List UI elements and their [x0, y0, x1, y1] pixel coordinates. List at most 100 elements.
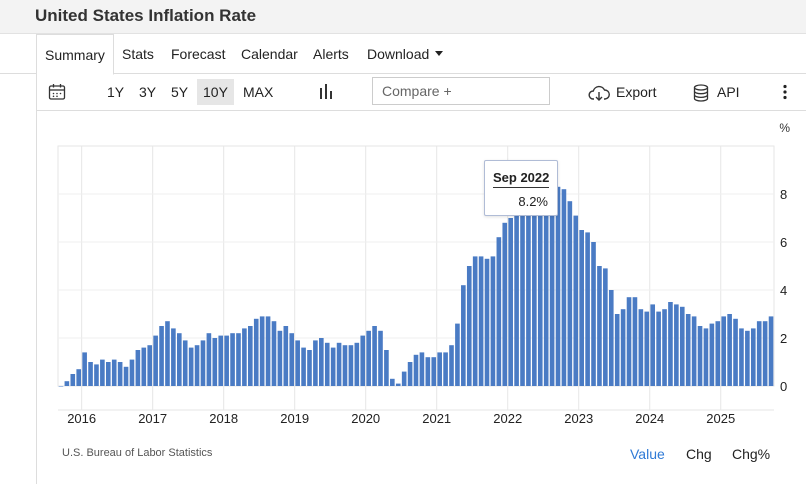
- bar: [76, 369, 82, 386]
- range-10y-button[interactable]: 10Y: [197, 79, 234, 105]
- bar: [212, 338, 218, 386]
- bar: [721, 316, 727, 386]
- bar: [259, 316, 265, 386]
- bar: [70, 374, 76, 386]
- y-tick-label: 0: [780, 379, 787, 394]
- tab-calendar[interactable]: Calendar: [241, 46, 298, 62]
- bar: [159, 326, 164, 386]
- tab-download[interactable]: Download: [367, 34, 444, 74]
- bar: [762, 321, 768, 386]
- bar: [727, 314, 732, 386]
- bar: [626, 297, 632, 386]
- tab-bar: Summary Stats Forecast Calendar Alerts D…: [0, 34, 806, 75]
- bar: [449, 345, 454, 386]
- bar: [579, 230, 584, 386]
- chart-toolbar: 1Y 3Y 5Y 10Y MAX Export API: [36, 73, 806, 111]
- bar: [171, 328, 176, 386]
- tooltip-value: 8.2%: [518, 194, 548, 209]
- bar: [330, 347, 336, 386]
- x-tick-label: 2021: [422, 411, 451, 426]
- tab-summary[interactable]: Summary: [36, 34, 114, 75]
- bar: [360, 335, 366, 386]
- export-button[interactable]: Export: [582, 79, 662, 105]
- bar: [733, 318, 738, 386]
- tab-download-label: Download: [367, 46, 430, 62]
- bar: [472, 256, 478, 386]
- bar: [502, 222, 508, 386]
- bar: [194, 345, 200, 386]
- bar: [401, 371, 407, 386]
- range-3y-button[interactable]: 3Y: [139, 84, 157, 100]
- bar: [543, 167, 549, 386]
- bar: [573, 215, 579, 386]
- bar: [650, 304, 656, 386]
- export-label: Export: [616, 84, 657, 100]
- bar: [419, 352, 425, 386]
- page-title: United States Inflation Rate: [35, 6, 257, 25]
- bar: [431, 357, 437, 386]
- bar: [384, 350, 389, 386]
- mode-value-button[interactable]: Value: [630, 446, 665, 462]
- bar: [750, 328, 756, 386]
- bar: [372, 326, 377, 386]
- bar: [117, 362, 123, 386]
- api-button[interactable]: API: [687, 79, 746, 105]
- bar: [253, 318, 259, 386]
- bar: [111, 359, 117, 386]
- tab-forecast[interactable]: Forecast: [171, 46, 226, 62]
- mode-chg-button[interactable]: Chg: [686, 446, 712, 462]
- y-tick-label: 6: [780, 235, 787, 250]
- database-icon: [693, 84, 709, 102]
- bar: [520, 196, 525, 386]
- kebab-menu-icon[interactable]: [782, 84, 788, 100]
- range-1y-button[interactable]: 1Y: [107, 84, 125, 100]
- bar: [277, 330, 283, 386]
- bar: [324, 342, 330, 386]
- calendar-icon[interactable]: [48, 83, 66, 101]
- bar: [395, 383, 401, 386]
- x-tick-label: 2017: [138, 411, 167, 426]
- bar: [620, 309, 626, 386]
- bar: [679, 306, 685, 386]
- bar: [147, 345, 153, 386]
- y-unit-label: %: [779, 121, 790, 135]
- bar: [685, 314, 691, 386]
- bar: [230, 333, 235, 386]
- tab-alerts[interactable]: Alerts: [313, 46, 349, 62]
- bar-chart-icon[interactable]: [318, 83, 334, 100]
- bar: [407, 362, 413, 386]
- bar: [224, 335, 229, 386]
- y-tick-label: 2: [780, 331, 787, 346]
- bar: [289, 333, 295, 386]
- bar: [508, 218, 513, 386]
- bar: [105, 362, 111, 386]
- bar: [768, 316, 774, 386]
- bar: [697, 326, 703, 386]
- bar: [123, 366, 129, 386]
- tooltip-date: Sep 2022: [493, 170, 550, 188]
- tab-stats[interactable]: Stats: [122, 46, 154, 62]
- x-tick-label: 2023: [564, 411, 593, 426]
- bar: [662, 309, 667, 386]
- range-max-button[interactable]: MAX: [243, 84, 274, 100]
- bar: [585, 232, 590, 386]
- bar: [756, 321, 762, 386]
- bar: [64, 381, 70, 386]
- bar: [614, 314, 620, 386]
- range-5y-button[interactable]: 5Y: [171, 84, 189, 100]
- bar: [342, 345, 348, 386]
- bar: [591, 242, 596, 386]
- bar: [597, 266, 602, 386]
- bar: [674, 304, 679, 386]
- bar: [608, 290, 614, 386]
- bar: [715, 321, 721, 386]
- bar: [603, 268, 608, 386]
- bar: [88, 362, 93, 386]
- mode-chgpct-button[interactable]: Chg%: [732, 446, 771, 462]
- bar: [745, 330, 750, 386]
- bar: [537, 179, 543, 386]
- bar: [141, 347, 147, 386]
- y-tick-label: 8: [780, 187, 787, 202]
- bar: [567, 201, 573, 386]
- compare-input[interactable]: [372, 77, 550, 105]
